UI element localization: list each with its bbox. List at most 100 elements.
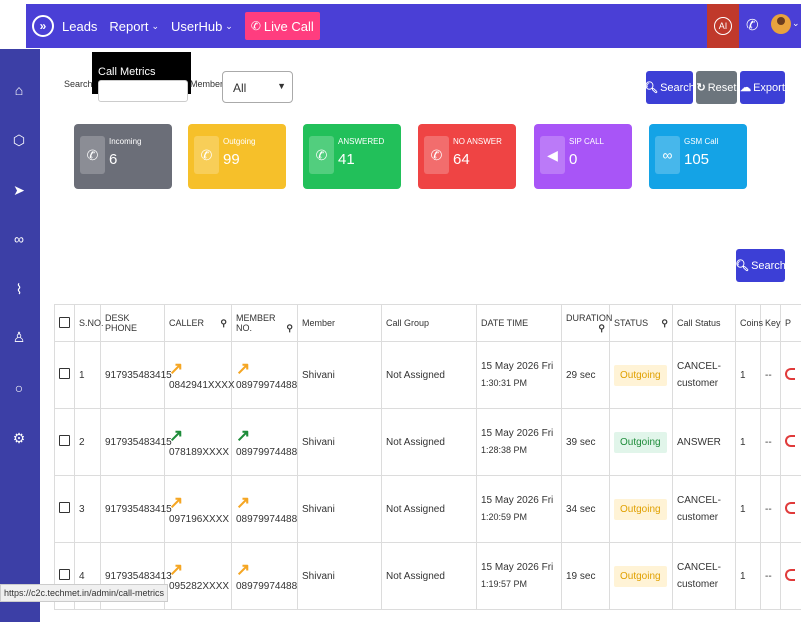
send-icon[interactable]: ➤	[13, 182, 25, 198]
header-duration[interactable]: DURATION ⚲	[561, 304, 613, 342]
search-icon[interactable]: ⚲	[220, 317, 227, 328]
member-select[interactable]: All ▼	[222, 71, 293, 103]
cell-date-time: 15 May 2026 Fri 1:30:31 PM	[476, 341, 562, 409]
search-icon: 🔍︎	[644, 82, 659, 94]
row-checkbox-cell[interactable]	[54, 408, 75, 476]
search-icon[interactable]: ⚲	[286, 322, 293, 333]
table-row: 3 917935483415 ↗ 097196XXXX ↗ 08979974488 Shiv…	[54, 475, 801, 543]
play-icon[interactable]	[785, 501, 795, 514]
stat-card[interactable]: ∞ GSM Call 105	[649, 124, 747, 189]
checkbox[interactable]	[59, 435, 70, 446]
member-number: 08979974488	[236, 580, 298, 592]
nav-userhub-label: UserHub	[171, 18, 223, 34]
stat-card[interactable]: ✆ NO ANSWER 64	[418, 124, 516, 189]
search-button-label: Search	[660, 81, 695, 94]
cell-member-no: ↗ 08979974488	[231, 341, 298, 409]
voicemail-icon[interactable]: ∞	[14, 231, 24, 247]
header-date-time: DATE TIME	[476, 304, 562, 342]
cell-call-group: Not Assigned	[381, 475, 477, 543]
table-row: 4 917935483413 ↗ 095282XXXX ↗ 08979974488 Shiv…	[54, 542, 801, 610]
sidebar: ⌂ ⬡ ➤ ∞ ⌇ ♙ ○ ⚙	[0, 49, 40, 622]
table-search-button[interactable]: 🔍︎ Search	[735, 249, 786, 282]
gear-icon[interactable]: ⚙	[12, 430, 26, 446]
cell-p[interactable]	[780, 341, 801, 409]
play-icon[interactable]	[785, 568, 795, 581]
reset-button[interactable]: ↻ Reset	[696, 71, 737, 104]
checkbox[interactable]	[59, 368, 70, 379]
header-caller[interactable]: CALLER ⚲	[164, 304, 232, 342]
row-checkbox-cell[interactable]	[54, 341, 75, 409]
dropdown-item-call-metrics[interactable]: Call Metrics	[98, 66, 156, 78]
search-input[interactable]	[98, 80, 188, 102]
ai-icon: AI	[714, 17, 732, 35]
nav-leads[interactable]: Leads	[62, 19, 97, 34]
ai-assistant-button[interactable]: AI	[707, 4, 739, 48]
stat-card-label: GSM Call	[684, 137, 719, 146]
cell-call-status: ANSWER	[672, 408, 736, 476]
stat-card-value: 105	[684, 151, 710, 168]
stat-card[interactable]: ✆ Incoming 6	[74, 124, 172, 189]
play-icon[interactable]	[785, 434, 795, 447]
user-icon[interactable]: ♙	[12, 329, 26, 345]
status-badge: Outgoing	[614, 431, 667, 453]
cell-member: Shivani	[297, 542, 382, 610]
select-all-checkbox[interactable]	[54, 304, 75, 342]
chevron-down-icon: ⌄	[151, 20, 159, 31]
call-direction-icon: ↗	[169, 559, 184, 579]
cell-call-status: CANCEL-customer	[672, 341, 736, 409]
nav-report[interactable]: Report ⌄	[109, 19, 159, 34]
header-key: Key	[760, 304, 781, 342]
cell-key: --	[760, 475, 781, 543]
avatar[interactable]	[771, 14, 791, 34]
search-icon[interactable]: ⚲	[661, 317, 668, 328]
logo-area	[0, 0, 26, 49]
row-checkbox-cell[interactable]	[54, 475, 75, 543]
cell-desk-phone: 917935483415	[100, 341, 172, 409]
checkbox[interactable]	[59, 316, 70, 328]
cell-p[interactable]	[780, 408, 801, 476]
stat-card-label: Incoming	[109, 137, 142, 146]
cell-key: --	[760, 408, 781, 476]
header-member-no[interactable]: MEMBER NO. ⚲	[231, 304, 298, 342]
live-call-button[interactable]: ✆ Live Call	[244, 12, 320, 40]
phone-icon: ✆	[250, 19, 261, 33]
call-date: 15 May 2026 Fri	[481, 361, 554, 372]
cell-member-no: ↗ 08979974488	[231, 475, 298, 543]
cell-p[interactable]	[780, 475, 801, 543]
header-member: Member	[297, 304, 382, 342]
menu-toggle-icon[interactable]: »	[32, 15, 54, 37]
export-button[interactable]: ☁ Export	[740, 71, 785, 104]
cell-desk-phone: 917935483415	[100, 475, 172, 543]
play-icon[interactable]	[785, 367, 795, 380]
header-status[interactable]: STATUS ⚲	[609, 304, 673, 342]
nav-report-label: Report	[109, 18, 149, 34]
cell-status: Outgoing	[609, 408, 673, 476]
cell-caller: ↗ 097196XXXX	[164, 475, 232, 543]
caller-number: 095282XXXX	[169, 580, 230, 592]
paperclip-icon[interactable]: ⌇	[15, 281, 23, 297]
phone-call-icon[interactable]: ✆	[746, 17, 759, 34]
search-icon[interactable]: ⚲	[598, 322, 605, 333]
call-direction-icon: ↗	[236, 358, 251, 378]
stat-card[interactable]: ✆ Outgoing 99	[188, 124, 286, 189]
nav-userhub[interactable]: UserHub ⌄	[171, 19, 233, 34]
checkbox[interactable]	[59, 502, 70, 513]
cell-p[interactable]	[780, 542, 801, 610]
stat-card-value: 99	[223, 151, 240, 168]
call-date: 15 May 2026 Fri	[481, 495, 554, 506]
chevron-down-icon[interactable]: ⌄	[792, 18, 800, 28]
call-time: 1:20:59 PM	[481, 512, 528, 522]
stat-card-label: SIP CALL	[569, 137, 604, 146]
chevron-down-icon: ▼	[277, 81, 286, 91]
cube-icon[interactable]: ⬡	[12, 132, 26, 148]
stat-card[interactable]: ◀ SIP CALL 0	[534, 124, 632, 189]
home-icon[interactable]: ⌂	[14, 82, 24, 98]
search-button[interactable]: 🔍︎ Search	[644, 71, 695, 104]
refresh-icon: ↻	[696, 82, 706, 94]
stat-card[interactable]: ✆ ANSWERED 41	[303, 124, 401, 189]
checkbox[interactable]	[59, 569, 70, 580]
circle-icon[interactable]: ○	[14, 380, 24, 396]
header-duration-label: DURATION	[566, 312, 613, 323]
stat-card-value: 41	[338, 151, 355, 168]
cell-status: Outgoing	[609, 542, 673, 610]
